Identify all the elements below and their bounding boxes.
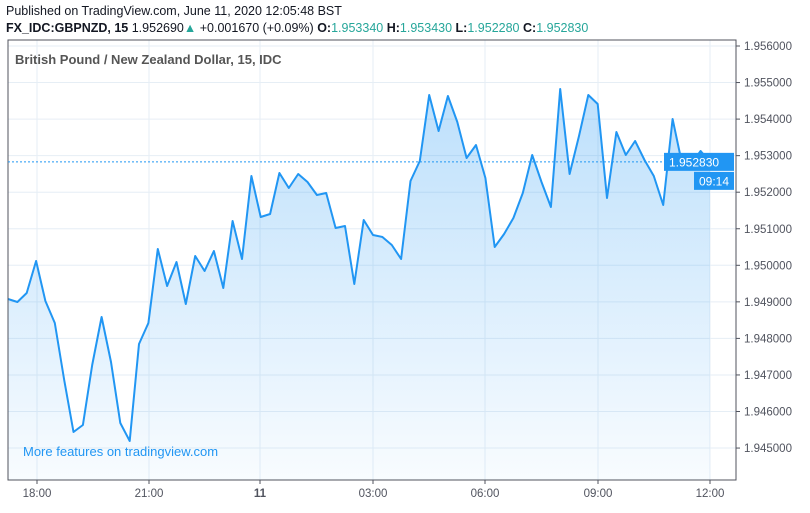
y-tick-label: 1.955000 bbox=[744, 78, 792, 90]
y-tick-label: 1.952000 bbox=[744, 187, 792, 199]
last-price: 1.952690 bbox=[131, 21, 184, 35]
x-tick-label: 09:00 bbox=[584, 488, 613, 500]
close-value: 1.952830 bbox=[536, 21, 589, 35]
high-label: H: bbox=[386, 21, 400, 35]
y-tick-label: 1.947000 bbox=[744, 370, 792, 382]
last-price-label: 1.952830 bbox=[669, 155, 719, 169]
y-tick-label: 1.954000 bbox=[744, 114, 792, 126]
y-tick-label: 1.945000 bbox=[744, 443, 792, 455]
plot-frame bbox=[7, 39, 737, 481]
x-tick-label: 03:00 bbox=[359, 488, 388, 500]
x-tick-label: 21:00 bbox=[135, 488, 164, 500]
up-triangle-icon: ▲ bbox=[183, 21, 197, 35]
low-value: 1.952280 bbox=[467, 21, 520, 35]
chart-title: British Pound / New Zealand Dollar, 15, … bbox=[15, 52, 282, 67]
change: +0.001670 (+0.09%) bbox=[199, 21, 314, 35]
high-value: 1.953430 bbox=[399, 21, 453, 35]
watermark-link[interactable]: More features on tradingview.com bbox=[23, 444, 219, 459]
y-tick-label: 1.946000 bbox=[744, 407, 792, 419]
x-tick-label: 06:00 bbox=[471, 488, 500, 500]
y-tick-label: 1.948000 bbox=[744, 333, 792, 345]
y-tick-label: 1.949000 bbox=[744, 297, 792, 309]
close-label: C: bbox=[522, 21, 537, 35]
symbol: FX_IDC:GBPNZD, 15 bbox=[6, 21, 129, 35]
price-line bbox=[7, 88, 711, 442]
y-tick-label: 1.951000 bbox=[744, 224, 792, 236]
y-tick-label: 1.956000 bbox=[744, 41, 792, 53]
x-tick-label: 18:00 bbox=[23, 488, 52, 500]
countdown-label: 09:14 bbox=[699, 174, 729, 188]
x-tick-label: 12:00 bbox=[696, 488, 725, 500]
ohlc-line: FX_IDC:GBPNZD, 15 1.952690▲ +0.001670 (+… bbox=[6, 21, 588, 35]
price-area bbox=[8, 89, 710, 480]
low-label: L: bbox=[455, 21, 468, 35]
countdown-badge bbox=[694, 171, 734, 190]
y-tick-label: 1.950000 bbox=[744, 260, 792, 272]
y-tick-label: 1.953000 bbox=[744, 151, 792, 163]
open-value: 1.953340 bbox=[331, 21, 384, 35]
last-price-badge bbox=[664, 152, 734, 171]
x-tick-label: 11 bbox=[254, 488, 267, 500]
open-label: O: bbox=[317, 21, 332, 35]
published-line: Published on TradingView.com, June 11, 2… bbox=[6, 4, 342, 18]
